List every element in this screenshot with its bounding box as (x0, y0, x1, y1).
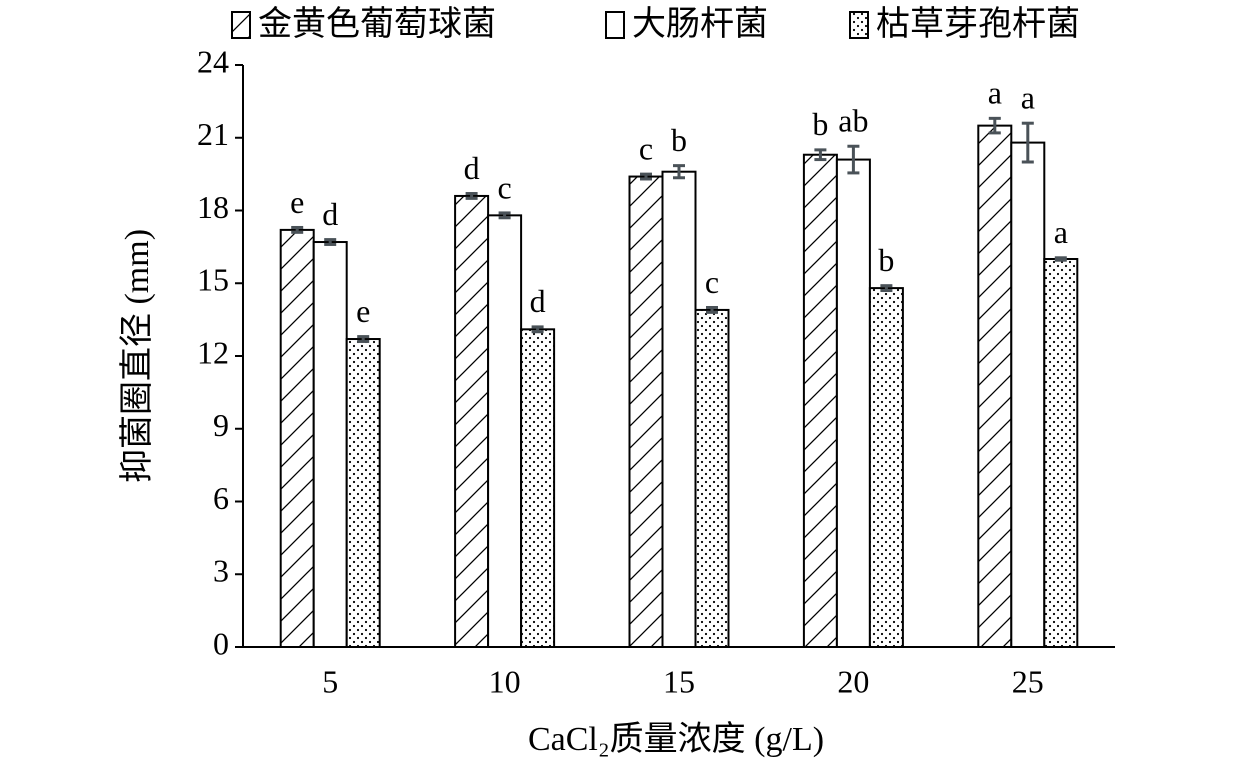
error-bar (847, 144, 860, 175)
significance-letter: b (878, 242, 894, 278)
significance-letter: e (356, 293, 370, 329)
significance-letter: d (322, 196, 338, 232)
legend-label: 大肠杆菌 (632, 5, 768, 43)
bar (1043, 258, 1079, 648)
error-bar (880, 284, 893, 293)
legend-swatch (849, 11, 869, 39)
bar (279, 228, 315, 648)
x-axis-label: CaCl₂质量浓度 (g/L) (528, 720, 824, 758)
error-bar (291, 225, 304, 234)
significance-letter: a (988, 75, 1002, 111)
bar (868, 287, 904, 648)
significance-letter: b (671, 122, 687, 158)
y-tick-label: 18 (197, 189, 229, 225)
y-tick-label: 3 (213, 553, 229, 589)
error-bar (673, 164, 685, 180)
bar (694, 308, 730, 648)
legend-swatch (605, 11, 625, 39)
bar (628, 175, 664, 649)
significance-letter: e (290, 184, 304, 220)
x-tick-label: 10 (489, 663, 521, 699)
bar (487, 214, 523, 648)
bar (802, 153, 838, 648)
y-tick-label: 9 (213, 407, 229, 443)
legend-label: 枯草芽孢杆菌 (876, 5, 1080, 43)
x-tick-label: 15 (663, 663, 695, 699)
bar (835, 158, 871, 648)
bar (520, 328, 556, 648)
y-axis-label: 抑菌圈直径 (mm) (118, 229, 156, 483)
y-tick-label: 0 (213, 625, 229, 661)
error-bar (324, 238, 337, 246)
error-bar (498, 211, 511, 220)
error-bar (814, 148, 827, 162)
x-tick-label: 25 (1012, 663, 1044, 699)
legend-swatch (231, 11, 251, 39)
significance-letter: c (497, 169, 511, 205)
y-tick-label: 21 (197, 116, 229, 152)
bar (454, 194, 490, 648)
x-tick-label: 5 (322, 663, 338, 699)
significance-letter: d (530, 283, 546, 319)
error-bar (988, 116, 1001, 135)
error-bar (465, 192, 478, 200)
error-bar (640, 172, 652, 181)
significance-letter: d (464, 150, 480, 186)
y-tick-label: 6 (213, 480, 229, 516)
significance-letter: b (812, 106, 828, 142)
y-tick-label: 15 (197, 262, 229, 298)
significance-letter: a (1054, 214, 1068, 250)
bar (661, 170, 697, 648)
error-bar (357, 335, 370, 343)
legend-label: 金黄色葡萄球菌 (258, 5, 496, 43)
error-bar (1021, 121, 1034, 164)
error-bar (531, 325, 544, 334)
error-bar (706, 306, 718, 314)
y-tick-label: 12 (197, 334, 229, 370)
bar (1010, 141, 1046, 648)
y-tick-label: 24 (197, 43, 229, 79)
significance-letter: ab (838, 103, 868, 139)
bar (345, 338, 381, 648)
significance-letter: a (1021, 80, 1035, 116)
bar (312, 241, 348, 648)
bar (977, 124, 1013, 648)
error-bar (1054, 256, 1067, 262)
x-tick-label: 20 (837, 663, 869, 699)
significance-letter: c (705, 264, 719, 300)
significance-letter: c (639, 130, 653, 166)
